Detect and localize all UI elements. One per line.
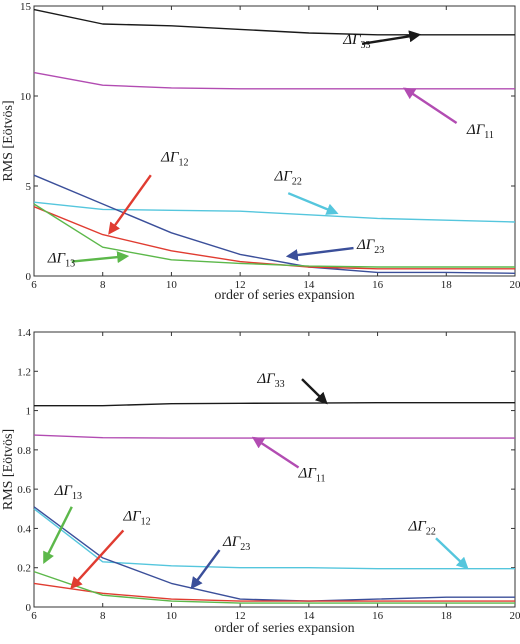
series-line-ΔΓ12 (34, 207, 515, 269)
y-tick-label: 10 (20, 91, 32, 103)
annotation-label-ΔΓ11: ΔΓ11 (466, 122, 494, 141)
y-tick-label: 0.4 (17, 523, 31, 535)
y-tick-label: 15 (20, 1, 32, 13)
series-line-ΔΓ13 (34, 572, 515, 604)
x-axis-label: order of series expansion (214, 288, 354, 303)
annotation-arrow-ΔΓ22 (288, 193, 336, 213)
annotation-arrow-ΔΓ12 (72, 530, 124, 587)
annotation-arrow-ΔΓ11 (254, 438, 299, 467)
series-line-ΔΓ23 (34, 507, 515, 601)
series-line-ΔΓ33 (34, 10, 515, 35)
annotation-label-ΔΓ33: ΔΓ33 (256, 371, 284, 390)
y-axis-label: RMS [Eötvös] (1, 429, 16, 510)
annotation-label-ΔΓ13: ΔΓ13 (47, 251, 75, 270)
series-line-ΔΓ12 (34, 583, 515, 601)
annotation-arrow-ΔΓ22 (436, 538, 467, 567)
x-axis-label: order of series expansion (214, 621, 354, 636)
x-tick-label: 18 (441, 610, 453, 622)
annotation-arrow-ΔΓ33 (362, 35, 419, 44)
x-tick-label: 16 (372, 279, 384, 291)
annotation-arrow-ΔΓ12 (110, 175, 151, 233)
y-tick-label: 1 (26, 406, 32, 418)
annotation-label-ΔΓ13: ΔΓ13 (54, 483, 82, 502)
y-tick-label: 5 (26, 181, 32, 193)
x-tick-label: 18 (441, 279, 453, 291)
y-tick-label: 0 (26, 271, 32, 283)
annotation-label-ΔΓ22: ΔΓ22 (407, 518, 435, 537)
x-tick-label: 10 (166, 610, 178, 622)
annotation-label-ΔΓ22: ΔΓ22 (274, 169, 302, 188)
annotation-label-ΔΓ23: ΔΓ23 (222, 534, 250, 553)
y-tick-label: 0 (26, 602, 32, 614)
x-tick-label: 20 (510, 610, 520, 622)
y-tick-label: 1.2 (17, 366, 31, 378)
x-tick-label: 16 (372, 610, 384, 622)
x-tick-label: 8 (100, 279, 106, 291)
annotation-label-ΔΓ12: ΔΓ12 (122, 509, 150, 528)
y-tick-label: 1.4 (17, 327, 31, 339)
x-tick-label: 6 (31, 610, 37, 622)
y-tick-label: 0.2 (17, 563, 31, 575)
x-tick-label: 6 (31, 279, 37, 291)
annotation-arrow-ΔΓ13 (72, 256, 127, 261)
x-tick-label: 10 (166, 279, 178, 291)
annotation-arrow-ΔΓ23 (288, 248, 353, 256)
y-tick-label: 0.8 (17, 445, 31, 457)
annotation-arrow-ΔΓ23 (192, 550, 219, 587)
x-tick-label: 8 (100, 610, 106, 622)
series-line-ΔΓ11 (34, 435, 515, 438)
series-line-ΔΓ33 (34, 403, 515, 406)
annotation-arrow-ΔΓ11 (405, 89, 457, 123)
y-tick-label: 0.6 (17, 484, 31, 496)
annotation-label-ΔΓ23: ΔΓ23 (356, 237, 384, 256)
annotation-arrow-ΔΓ33 (302, 379, 326, 403)
x-tick-label: 20 (510, 279, 520, 291)
series-line-ΔΓ11 (34, 73, 515, 89)
annotation-label-ΔΓ12: ΔΓ12 (160, 150, 188, 169)
y-axis-label: RMS [Eötvös] (1, 100, 16, 181)
annotation-label-ΔΓ11: ΔΓ11 (298, 465, 326, 484)
